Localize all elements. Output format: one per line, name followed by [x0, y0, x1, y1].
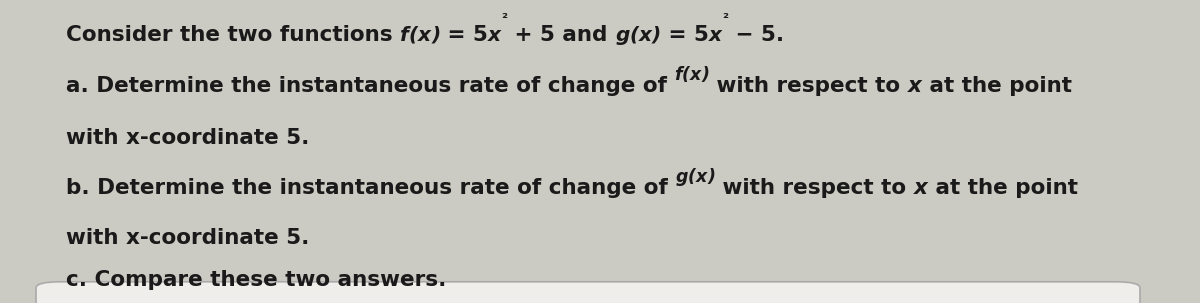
- Text: − 5.: − 5.: [728, 25, 784, 45]
- Text: with x-coordinate 5.: with x-coordinate 5.: [66, 128, 310, 148]
- Text: ²: ²: [722, 12, 728, 26]
- Text: at the point: at the point: [928, 178, 1078, 198]
- FancyBboxPatch shape: [36, 282, 1140, 303]
- Text: at the point: at the point: [922, 76, 1072, 96]
- Text: (: (: [688, 168, 696, 186]
- Text: ²: ²: [502, 12, 508, 26]
- Text: ): ): [701, 66, 709, 84]
- Text: x: x: [418, 26, 431, 45]
- Text: with respect to: with respect to: [709, 76, 908, 96]
- Text: with x-coordinate 5.: with x-coordinate 5.: [66, 228, 310, 248]
- Text: (: (: [682, 66, 690, 84]
- Text: (: (: [409, 26, 418, 45]
- Text: x: x: [488, 26, 502, 45]
- Text: x: x: [690, 66, 701, 84]
- Text: = 5: = 5: [661, 25, 709, 45]
- Text: (: (: [630, 26, 638, 45]
- Text: c. Compare these two answers.: c. Compare these two answers.: [66, 270, 446, 290]
- Text: x: x: [709, 26, 722, 45]
- Text: = 5: = 5: [440, 25, 488, 45]
- Text: ): ): [652, 26, 661, 45]
- Text: x: x: [908, 76, 922, 96]
- Text: x: x: [638, 26, 652, 45]
- Text: Consider the two functions: Consider the two functions: [66, 25, 400, 45]
- Text: b. Determine the instantaneous rate of change of: b. Determine the instantaneous rate of c…: [66, 178, 676, 198]
- Text: x: x: [696, 168, 707, 186]
- Text: ): ): [707, 168, 715, 186]
- Text: f: f: [674, 66, 682, 84]
- Text: with respect to: with respect to: [715, 178, 913, 198]
- Text: x: x: [913, 178, 928, 198]
- Text: f: f: [400, 26, 409, 45]
- Text: g: g: [676, 168, 688, 186]
- Text: g: g: [616, 26, 630, 45]
- Text: ): ): [431, 26, 440, 45]
- Text: + 5 and: + 5 and: [508, 25, 616, 45]
- Text: a. Determine the instantaneous rate of change of: a. Determine the instantaneous rate of c…: [66, 76, 674, 96]
